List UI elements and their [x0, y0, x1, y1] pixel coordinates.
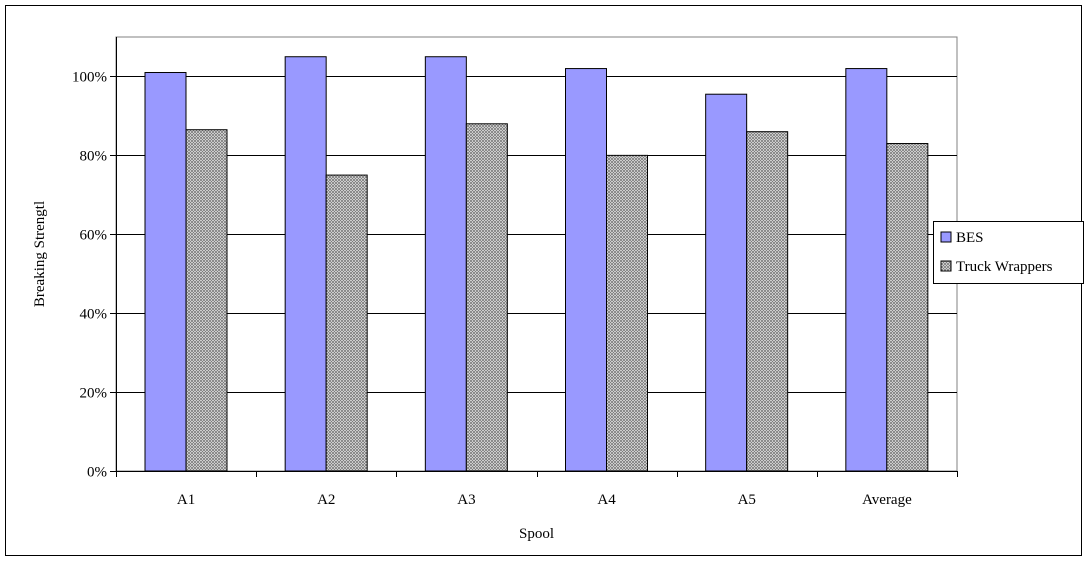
x-tick-label: A4 [597, 492, 616, 508]
y-tick-label: 0% [87, 465, 107, 481]
y-axis-title: Breaking Strengtl [32, 201, 48, 307]
bar-truck-wrappers [606, 154, 648, 472]
bar-bes [144, 72, 187, 472]
bars [144, 56, 929, 472]
legend-label: BES [956, 230, 984, 246]
bar-bes [424, 56, 467, 472]
bar-bes [284, 56, 327, 472]
legend-swatch [940, 260, 952, 272]
y-tick-label: 100% [72, 70, 107, 86]
y-tick-label: 80% [80, 149, 108, 165]
x-tick-label: A3 [457, 492, 475, 508]
legend-swatch [940, 231, 952, 243]
x-tick-label: Average [862, 492, 912, 508]
legend-label: Truck Wrappers [956, 259, 1053, 275]
bar-bes [705, 93, 748, 472]
bar-truck-wrappers [325, 174, 368, 472]
x-tick-label: A5 [738, 492, 756, 508]
y-tick-label: 60% [80, 228, 108, 244]
bar-truck-wrappers [465, 123, 508, 472]
legend-box [933, 221, 1084, 284]
y-tick-label: 20% [80, 386, 108, 402]
x-tick-label: A1 [177, 492, 195, 508]
bar-truck-wrappers [185, 129, 228, 472]
axes: 0% 20% 40% 60% 80% 100% A1 A2 A3 A4 A5 Average [72, 37, 958, 508]
bar-truck-wrappers [746, 131, 789, 472]
bar-bes [845, 68, 888, 472]
bar-truck-wrappers [886, 143, 929, 472]
y-tick-label: 40% [80, 307, 108, 323]
x-tick-label: A2 [317, 492, 335, 508]
x-axis-title: Spool [519, 526, 554, 542]
legend: BES Truck Wrappers [933, 221, 1084, 284]
bar-bes [565, 68, 607, 472]
